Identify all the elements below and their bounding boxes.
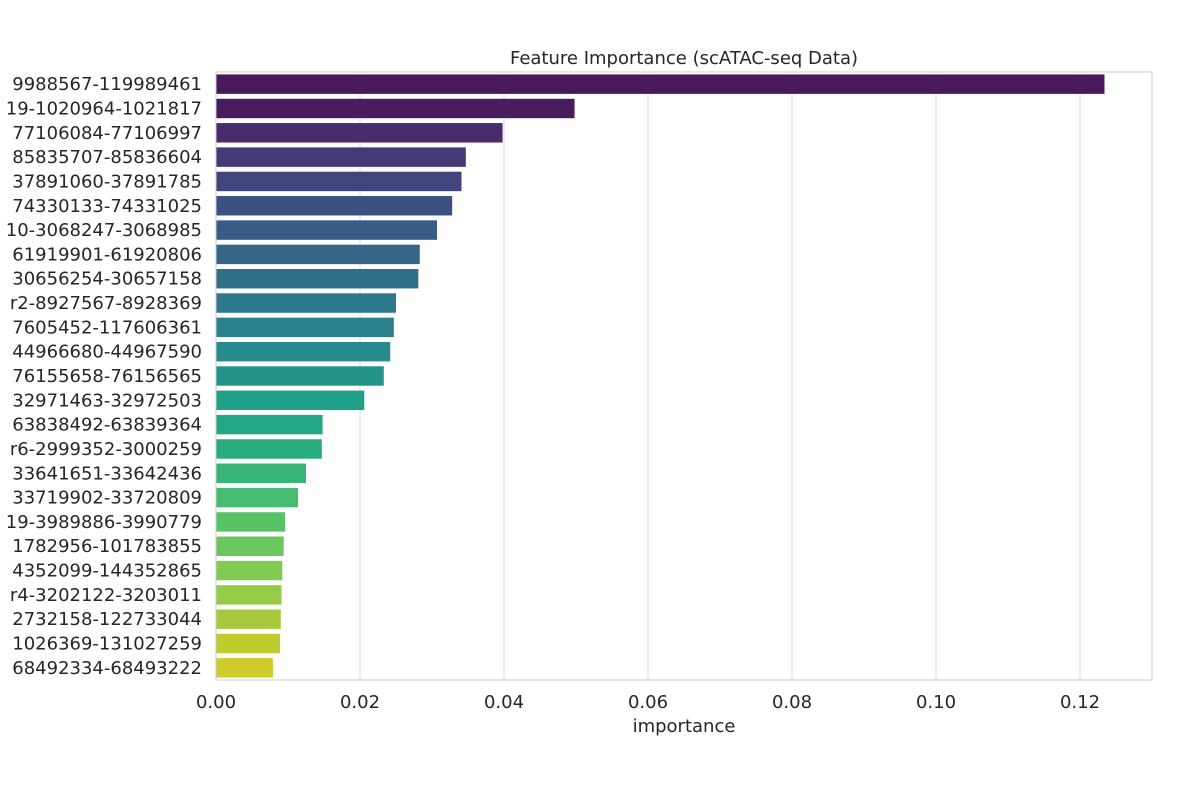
y-tick-label: 4352099-144352865 <box>12 561 202 582</box>
bar <box>216 341 391 362</box>
bar <box>216 147 466 167</box>
x-tick-label: 0.06 <box>628 692 668 713</box>
x-tick-label: 0.12 <box>1060 692 1100 713</box>
bar <box>216 196 453 216</box>
bar <box>216 244 420 265</box>
y-tick-label: 76155658-76156565 <box>12 366 202 387</box>
bar <box>216 171 462 192</box>
x-tick-labels: 0.00 0.02 0.04 0.06 0.08 0.10 0.12 <box>196 692 1100 713</box>
y-tick-label: 44966680-44967590 <box>12 342 202 363</box>
bar <box>216 366 384 386</box>
y-tick-label: 74330133-74331025 <box>12 196 202 217</box>
x-tick-label: 0.04 <box>484 692 524 713</box>
bar <box>216 585 282 605</box>
y-tick-label: r2-8927567-8928369 <box>10 293 202 314</box>
y-tick-label: 37891060-37891785 <box>12 171 202 192</box>
bar <box>216 414 323 435</box>
bar <box>216 293 396 313</box>
plot-area <box>215 71 1153 681</box>
y-tick-label: 85835707-85836604 <box>12 147 202 168</box>
y-tick-label: 68492334-68493222 <box>12 658 202 679</box>
y-tick-label: 33641651-33642436 <box>12 463 202 484</box>
y-tick-label: 2732158-122733044 <box>12 609 202 630</box>
bar <box>216 463 306 484</box>
y-tick-label: 63838492-63839364 <box>12 415 202 436</box>
y-tick-label: 10-3068247-3068985 <box>6 220 202 241</box>
x-axis-label: importance <box>633 716 736 737</box>
bar <box>216 74 1105 94</box>
y-tick-label: 19-3989886-3990779 <box>6 512 202 533</box>
bar <box>216 220 438 240</box>
bar <box>216 390 365 411</box>
y-tick-label: 9988567-119989461 <box>12 74 202 95</box>
x-tick-label: 0.10 <box>916 692 956 713</box>
bar <box>216 317 394 338</box>
y-tick-label: 77106084-77106997 <box>12 123 202 144</box>
y-tick-label: r4-3202122-3203011 <box>10 585 202 606</box>
x-tick-label: 0.08 <box>772 692 812 713</box>
plot-frame <box>215 71 1153 681</box>
y-tick-label: 7605452-117606361 <box>12 317 202 338</box>
y-tick-label: 30656254-30657158 <box>12 269 202 290</box>
bar <box>216 487 299 508</box>
bar <box>216 609 281 629</box>
y-tick-label: 61919901-61920806 <box>12 244 202 265</box>
y-tick-label: 1782956-101783855 <box>12 536 202 557</box>
bars <box>216 74 1105 678</box>
chart-title: Feature Importance (scATAC-seq Data) <box>510 48 858 69</box>
y-tick-labels: 9988567-119989461 19-1020964-1021817 77106… <box>6 74 202 679</box>
bar <box>216 633 281 654</box>
bar <box>216 439 322 459</box>
y-tick-label: 33719902-33720809 <box>12 488 202 509</box>
x-tick-label: 0.00 <box>196 692 236 713</box>
bar <box>216 560 283 581</box>
bar <box>216 123 503 143</box>
x-tick-label: 0.02 <box>340 692 380 713</box>
bar <box>216 658 273 678</box>
bar <box>216 512 286 532</box>
bar <box>216 268 419 289</box>
bar <box>216 98 575 119</box>
bar <box>216 536 284 556</box>
y-tick-label: 32971463-32972503 <box>12 390 202 411</box>
y-tick-label: r6-2999352-3000259 <box>10 439 202 460</box>
y-tick-label: 19-1020964-1021817 <box>6 98 202 119</box>
y-tick-label: 1026369-131027259 <box>12 634 202 655</box>
